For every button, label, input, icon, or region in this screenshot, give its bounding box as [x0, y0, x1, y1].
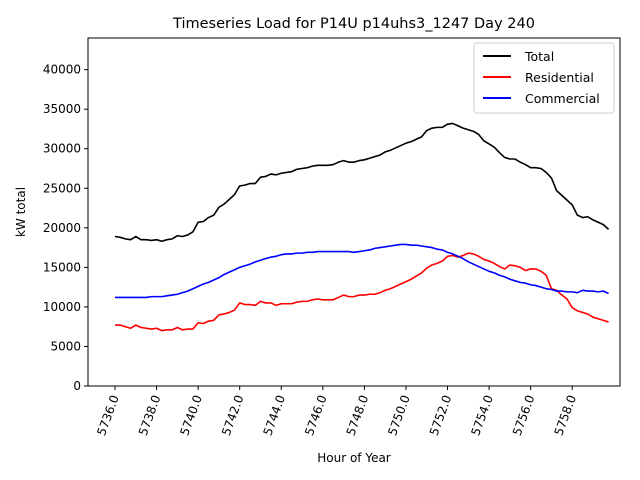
- legend: Total Residential Commercial: [473, 42, 615, 114]
- y-tick-label: 35000: [43, 102, 81, 116]
- x-tick-label: 5736.0: [94, 393, 122, 437]
- y-tick-label: 5000: [50, 339, 81, 353]
- y-tick-label: 0: [73, 379, 81, 393]
- x-tick-label: 5748.0: [344, 393, 372, 437]
- x-axis: 5736.0 5738.0 5740.0 5742.0 5744.0 5746.0 5748…: [94, 386, 579, 437]
- y-tick-label: 20000: [43, 221, 81, 235]
- x-tick-label: 5746.0: [302, 393, 330, 437]
- legend-label-total: Total: [524, 49, 554, 64]
- chart-title: Timeseries Load for P14U p14uhs3_1247 Da…: [172, 16, 535, 32]
- y-tick-label: 30000: [43, 142, 81, 156]
- x-tick-label: 5754.0: [468, 393, 496, 437]
- y-axis-title: kW total: [14, 187, 28, 237]
- y-tick-label: 25000: [43, 181, 81, 195]
- x-tick-label: 5756.0: [510, 393, 538, 437]
- x-tick-label: 5744.0: [261, 393, 289, 437]
- y-tick-label: 15000: [43, 260, 81, 274]
- y-axis: 0 5000 10000 15000 20000 25000 30000 35000 40000: [43, 63, 88, 393]
- series-line-commercial: [115, 243, 609, 299]
- series-line-total: [114, 122, 610, 243]
- x-tick-label: 5758.0: [551, 393, 579, 437]
- series-line-residential: [115, 252, 609, 332]
- y-tick-label: 10000: [43, 300, 81, 314]
- plot-frame: [87, 37, 621, 387]
- x-tick-label: 5750.0: [385, 393, 413, 437]
- x-axis-title: Hour of Year: [317, 451, 391, 465]
- x-tick-label: 5738.0: [136, 393, 164, 437]
- x-tick-label: 5742.0: [219, 393, 247, 437]
- y-tick-label: 40000: [43, 63, 81, 77]
- legend-box: [473, 42, 615, 114]
- series-layer: [114, 122, 610, 332]
- x-tick-label: 5740.0: [177, 393, 205, 437]
- legend-label-residential: Residential: [525, 70, 594, 85]
- x-tick-label: 5752.0: [427, 393, 455, 437]
- legend-label-commercial: Commercial: [525, 91, 600, 106]
